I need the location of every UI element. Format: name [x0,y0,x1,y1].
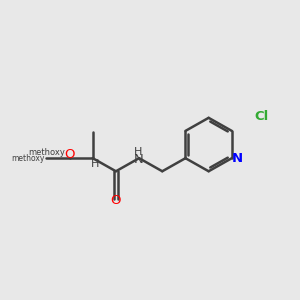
Text: methoxy: methoxy [12,154,45,163]
Text: N: N [232,152,243,165]
Text: Cl: Cl [255,110,269,123]
Text: methoxy: methoxy [28,148,65,157]
Text: O: O [64,148,75,161]
Text: H: H [91,159,100,169]
Text: N: N [134,153,144,166]
Text: H: H [134,147,142,157]
Text: O: O [111,194,121,207]
